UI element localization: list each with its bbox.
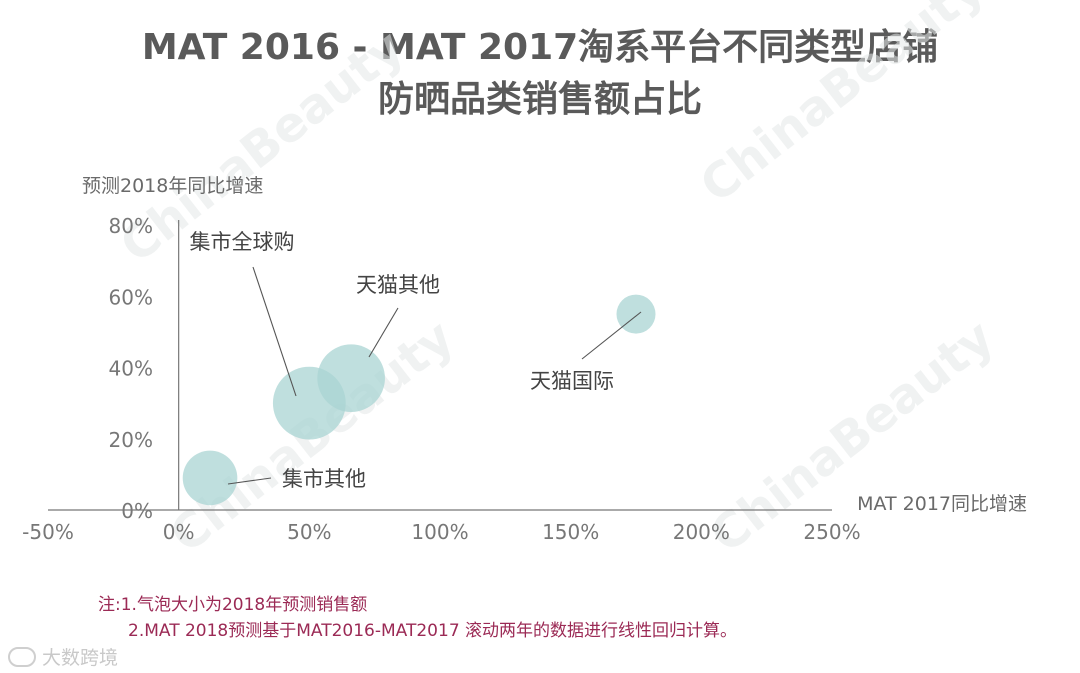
footnote-1: 注:1.气泡大小为2018年预测销售额	[98, 595, 368, 615]
chart-title-line2: 防晒品类销售额占比	[377, 79, 702, 120]
leader-line-3	[227, 477, 272, 485]
y-axis-label: 预测2018年同比增速	[82, 175, 263, 197]
brand-logo: 大数跨境	[8, 643, 118, 670]
chart-title-line1: MAT 2016 - MAT 2017淘系平台不同类型店铺	[141, 27, 939, 68]
footnotes: 注:1.气泡大小为2018年预测销售额 2.MAT 2018预测基于MAT201…	[98, 592, 737, 644]
bubble-label-0: 集市全球购	[190, 230, 295, 254]
leader-line-1	[368, 307, 399, 358]
y-tick-label-2: 40%	[109, 357, 153, 381]
x-axis-label: MAT 2017同比增速	[857, 493, 1027, 515]
x-tick-label-2: 50%	[287, 520, 331, 544]
bubble-label-3: 集市其他	[282, 467, 366, 491]
y-tick-label-0: 0%	[121, 499, 153, 523]
bubble-2	[616, 294, 656, 334]
loop-logo-icon	[8, 646, 36, 667]
bubble-label-2: 天猫国际	[530, 369, 614, 393]
footnote-2: 2.MAT 2018预测基于MAT2016-MAT2017 滚动两年的数据进行线…	[128, 621, 738, 641]
x-tick-label-6: 250%	[803, 520, 860, 544]
brand-text: 大数跨境	[42, 647, 119, 669]
bubble-label-1: 天猫其他	[356, 273, 440, 297]
x-tick-label-0: -50%	[22, 520, 74, 544]
leader-line-0	[252, 266, 297, 397]
x-tick-label-5: 200%	[673, 520, 730, 544]
x-tick-label-3: 100%	[411, 520, 468, 544]
y-tick-label-4: 80%	[109, 214, 153, 238]
leader-line-2	[581, 311, 642, 360]
y-tick-label-1: 20%	[109, 428, 153, 452]
y-tick-label-3: 60%	[109, 285, 153, 309]
x-tick-label-1: 0%	[163, 520, 195, 544]
bubble-3	[182, 450, 238, 506]
bubble-1	[317, 344, 385, 412]
x-tick-label-4: 150%	[542, 520, 599, 544]
